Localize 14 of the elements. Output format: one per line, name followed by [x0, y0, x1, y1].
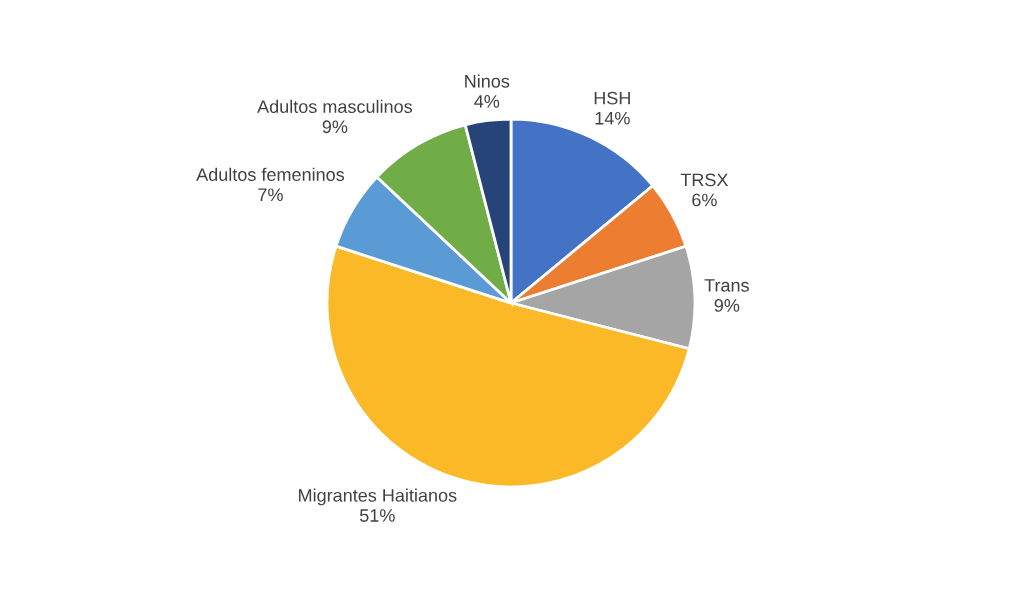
data-label: 51%	[359, 509, 395, 522]
slice-label: Ninos	[465, 74, 510, 88]
data-label: 9%	[322, 120, 348, 134]
data-label: 6%	[692, 193, 717, 207]
slice-label: Adultos femeninos	[196, 167, 345, 181]
data-label: 7%	[258, 188, 283, 202]
slice-label: HSH	[594, 91, 630, 105]
slice-label: Trans	[704, 279, 749, 292]
data-label: 14%	[595, 111, 630, 125]
slice-label: Migrantes Haitianos	[299, 488, 457, 506]
slice-label: TRSX	[680, 173, 729, 187]
data-label: 9%	[714, 299, 740, 312]
data-label: 4%	[474, 95, 500, 108]
slice-label: Adultos masculinos	[257, 99, 413, 114]
